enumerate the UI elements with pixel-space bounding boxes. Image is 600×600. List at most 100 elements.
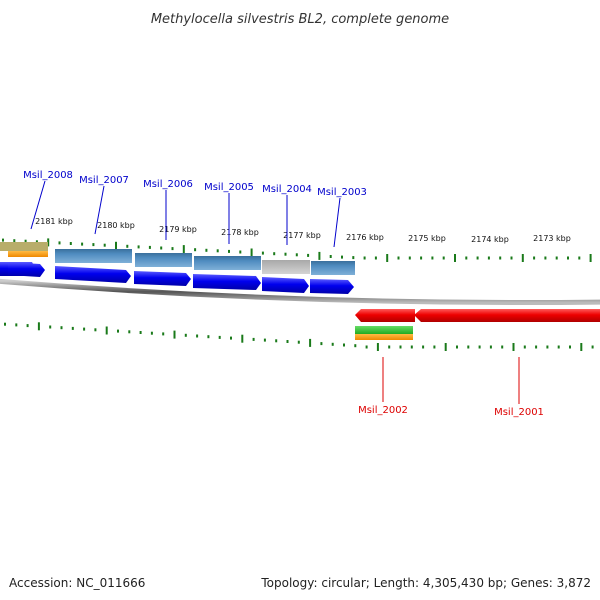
gene-label-msil-2004[interactable]: Msil_2004 bbox=[262, 184, 312, 195]
minor-tick bbox=[49, 325, 52, 329]
minor-tick bbox=[273, 252, 276, 256]
minor-tick bbox=[126, 244, 129, 248]
minor-tick bbox=[422, 345, 425, 349]
major-tick bbox=[589, 254, 592, 262]
minor-tick bbox=[510, 256, 513, 260]
gene-arrow-forward-msil-2003[interactable] bbox=[310, 279, 354, 294]
minor-tick bbox=[352, 256, 355, 260]
minor-tick bbox=[546, 345, 549, 349]
gene-arrow-forward-msil-2005[interactable] bbox=[193, 274, 261, 290]
gene-arrow-forward-msil-2004[interactable] bbox=[262, 277, 309, 293]
reverse-gene-labels: Msil_2002 Msil_2001 bbox=[358, 357, 544, 418]
minor-tick bbox=[196, 334, 199, 338]
minor-tick bbox=[184, 333, 187, 337]
minor-tick bbox=[58, 241, 61, 245]
genome-backbone bbox=[0, 278, 600, 306]
minor-tick bbox=[150, 331, 153, 335]
feature-bar-olive[interactable] bbox=[0, 242, 48, 251]
minor-tick bbox=[343, 343, 345, 347]
feature-bar-orange[interactable] bbox=[355, 334, 413, 340]
major-tick bbox=[105, 326, 108, 335]
gene-label-msil-2007[interactable]: Msil_2007 bbox=[79, 175, 129, 186]
minor-tick bbox=[341, 255, 343, 259]
minor-tick bbox=[207, 335, 210, 339]
minor-tick bbox=[555, 256, 558, 260]
major-tick bbox=[454, 254, 456, 262]
major-tick bbox=[521, 254, 524, 262]
minor-tick bbox=[239, 250, 242, 254]
minor-tick bbox=[194, 248, 197, 252]
gene-arrow-forward[interactable] bbox=[8, 262, 45, 277]
gene-label-msil-2002[interactable]: Msil_2002 bbox=[358, 405, 408, 416]
major-tick bbox=[512, 343, 515, 351]
minor-tick bbox=[489, 345, 492, 349]
minor-tick bbox=[139, 331, 142, 334]
minor-tick bbox=[329, 255, 332, 258]
minor-tick bbox=[162, 332, 165, 336]
minor-tick bbox=[499, 256, 502, 260]
minor-tick bbox=[365, 345, 368, 349]
minor-tick bbox=[578, 256, 581, 260]
feature-bar-steelblue[interactable] bbox=[194, 256, 261, 270]
minor-tick bbox=[137, 245, 140, 249]
major-tick bbox=[47, 238, 50, 247]
minor-tick bbox=[591, 345, 594, 349]
scale-label: 2181 kbp bbox=[35, 217, 73, 226]
minor-tick bbox=[569, 345, 571, 349]
feature-bar-green[interactable] bbox=[355, 326, 413, 334]
feature-bar-grey[interactable] bbox=[262, 260, 310, 274]
minor-tick bbox=[60, 326, 63, 330]
gene-label-msil-2006[interactable]: Msil_2006 bbox=[143, 179, 193, 190]
minor-tick bbox=[216, 249, 219, 253]
major-tick bbox=[241, 334, 244, 343]
minor-tick bbox=[230, 336, 232, 340]
major-tick bbox=[173, 330, 176, 339]
scale-labels: 2181 kbp 2180 kbp 2179 kbp 2178 kbp 2177 kbp… bbox=[35, 217, 571, 244]
minor-tick bbox=[4, 322, 6, 326]
minor-tick bbox=[307, 253, 310, 257]
minor-tick bbox=[69, 242, 72, 245]
major-tick bbox=[376, 343, 379, 351]
minor-tick bbox=[295, 253, 298, 257]
scale-label: 2176 kbp bbox=[346, 233, 384, 242]
minor-tick bbox=[297, 340, 300, 344]
map-title: Methylocella silvestris BL2, complete ge… bbox=[151, 12, 449, 27]
minor-tick bbox=[218, 335, 221, 339]
feature-bar-steelblue[interactable] bbox=[55, 249, 132, 263]
minor-tick bbox=[533, 256, 536, 260]
minor-tick bbox=[320, 342, 323, 346]
minor-tick bbox=[544, 256, 547, 260]
topology-summary: Topology: circular; Length: 4,305,430 bp… bbox=[260, 576, 591, 590]
scale-label: 2179 kbp bbox=[159, 225, 197, 234]
minor-tick bbox=[128, 330, 131, 334]
reverse-gene-track bbox=[355, 309, 600, 340]
major-tick bbox=[386, 254, 389, 262]
gene-label-msil-2003[interactable]: Msil_2003 bbox=[317, 187, 367, 198]
scale-label: 2174 kbp bbox=[471, 235, 509, 244]
minor-tick bbox=[363, 256, 366, 260]
gene-label-msil-2008[interactable]: Msil_2008 bbox=[23, 170, 73, 181]
minor-tick bbox=[171, 247, 174, 251]
accession-text: Accession: NC_011666 bbox=[9, 576, 145, 590]
gene-arrow-reverse-msil-2002[interactable] bbox=[355, 309, 415, 322]
minor-tick bbox=[261, 251, 264, 255]
minor-tick bbox=[205, 248, 208, 252]
minor-tick bbox=[465, 256, 468, 260]
scale-label: 2173 kbp bbox=[533, 234, 571, 243]
major-tick bbox=[444, 343, 447, 351]
feature-bar-steelblue[interactable] bbox=[135, 253, 192, 267]
gene-label-msil-2001[interactable]: Msil_2001 bbox=[494, 407, 544, 418]
minor-tick bbox=[148, 245, 151, 249]
minor-tick bbox=[35, 240, 38, 244]
feature-bar-steelblue[interactable] bbox=[311, 261, 355, 275]
gene-label-msil-2005[interactable]: Msil_2005 bbox=[204, 182, 254, 193]
gene-arrow-forward-msil-2007[interactable] bbox=[55, 266, 131, 283]
scale-label: 2177 kbp bbox=[283, 231, 321, 240]
gene-arrow-forward-msil-2006[interactable] bbox=[134, 271, 191, 286]
gene-arrow-reverse-msil-2001[interactable] bbox=[414, 309, 600, 322]
minor-tick bbox=[354, 344, 357, 348]
minor-tick bbox=[410, 345, 413, 349]
minor-tick bbox=[456, 345, 458, 349]
feature-bar-orange[interactable] bbox=[8, 251, 48, 257]
